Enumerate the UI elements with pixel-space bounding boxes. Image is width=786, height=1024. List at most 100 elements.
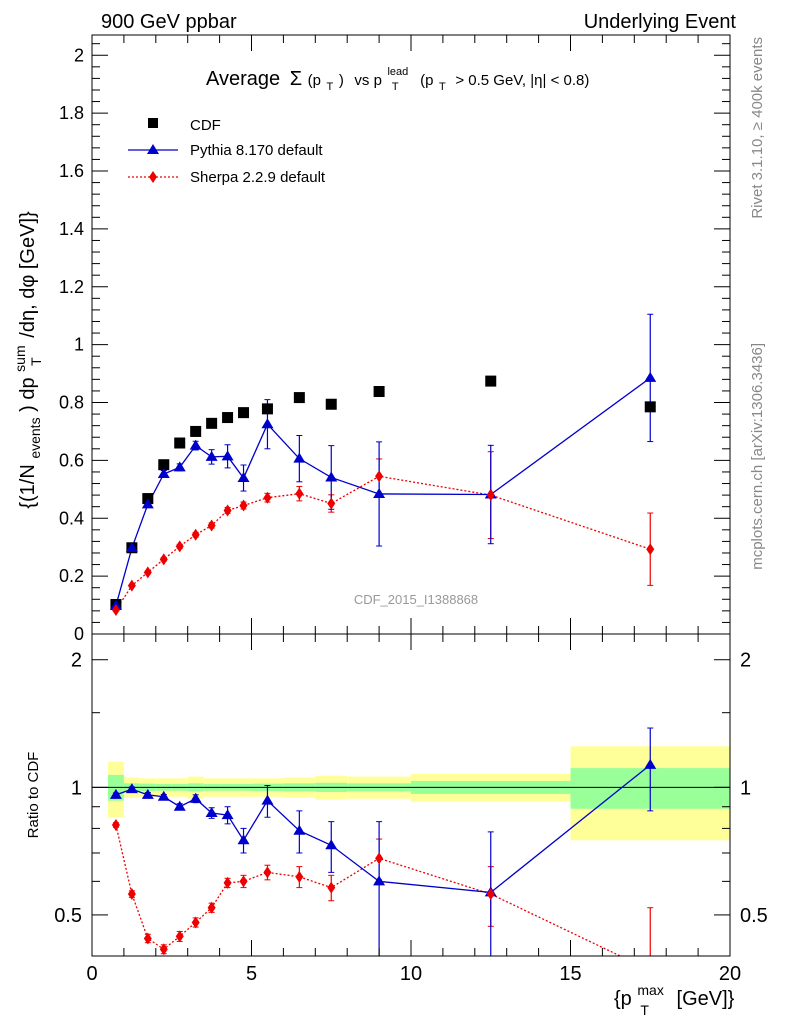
main-sherpa-point <box>646 543 655 556</box>
title-lead-sub: T <box>392 81 399 93</box>
main-series <box>109 313 657 616</box>
ratio-sherpa-point <box>486 888 495 901</box>
main-sherpa-point <box>175 540 184 553</box>
ratio-pythia-point <box>141 788 154 799</box>
ratio-sherpa-point <box>191 916 200 929</box>
ratio-frame <box>91 633 731 957</box>
main-pythia-point <box>189 439 202 450</box>
main-sherpa-point <box>127 579 136 592</box>
ratio-pythia-point <box>325 839 338 850</box>
ylabel-part-a: {(1/N <box>17 464 39 508</box>
main-cdf-point <box>373 386 385 398</box>
title-pt-paren: (p <box>308 72 321 89</box>
ylabel-part-c: /dη, dφ [GeV]} <box>17 211 39 338</box>
main-sherpa-point <box>159 553 168 566</box>
main-pythia-point <box>141 498 154 509</box>
main-pythia-point <box>644 371 657 382</box>
main-cdf-point <box>222 412 234 424</box>
ylabel-t-sub: T <box>28 357 44 366</box>
main-cdf-point <box>190 425 202 437</box>
main-ytick-label: 1.6 <box>59 161 84 181</box>
ratio-pythia-point <box>373 875 386 886</box>
ratio-sherpa-point <box>375 852 384 865</box>
ratio-pythia-point <box>173 800 186 811</box>
ratio-pythia-point <box>221 809 234 820</box>
title-t-sub: T <box>327 81 334 93</box>
ratio-pythia-point <box>125 783 138 794</box>
ratio-pythia-point <box>205 806 218 817</box>
main-sherpa-point <box>375 470 384 483</box>
ylabel-events-sub: events <box>27 417 43 458</box>
title-cuts-a: (p <box>420 72 433 89</box>
main-cdf-point <box>158 459 170 471</box>
ratio-sherpa-point <box>239 875 248 888</box>
title-lead-sup: lead <box>387 66 408 78</box>
main-ytick-label: 0.8 <box>59 393 84 413</box>
ylabel-sum-sup: sum <box>12 345 28 371</box>
main-ytick-label: 0.4 <box>59 508 84 528</box>
main-cdf-point <box>174 437 186 449</box>
ratio-sherpa-point <box>127 888 136 901</box>
legend: CDF Pythia 8.170 default Sherpa 2.2.9 de… <box>128 117 326 186</box>
xlabel-part-a: {p <box>614 988 632 1010</box>
ratio-xtick-label: 10 <box>400 963 422 985</box>
ratio-ytick-label-left: 2 <box>71 650 82 672</box>
main-cdf-point <box>325 398 337 410</box>
ratio-xtick-label: 5 <box>246 963 257 985</box>
ratio-series-group <box>109 727 657 976</box>
main-pythia-point <box>237 472 250 483</box>
header-left: 900 GeV ppbar <box>101 11 237 33</box>
main-pythia-point <box>261 418 274 429</box>
watermark: CDF_2015_I1388868 <box>354 592 478 607</box>
title-sigma: Σ <box>290 68 302 90</box>
main-sherpa-point <box>239 499 248 512</box>
main-pythia-point <box>221 450 234 461</box>
ratio-ytick-label-left: 1 <box>71 777 82 799</box>
mcplots-label: mcplots.cern.ch [arXiv:1306.3436] <box>749 343 766 570</box>
ratio-pythia-point <box>157 790 170 801</box>
main-cdf-point <box>644 401 656 413</box>
ratio-ylabel: Ratio to CDF <box>25 752 42 839</box>
ratio-sherpa-point <box>207 901 216 914</box>
ratio-bands <box>107 746 730 841</box>
ratio-sherpa-point <box>223 876 232 889</box>
main-sherpa-point <box>223 504 232 517</box>
main-cdf-point <box>206 417 218 429</box>
ratio-pythia-point <box>293 824 306 835</box>
title-cuts-b: > 0.5 GeV, |η| < 0.8) <box>455 72 589 89</box>
main-panel: CDF_2015_I1388868 Average Σ (p T ) vs p … <box>8 34 731 644</box>
xlabel-t-sub: T <box>640 1002 649 1018</box>
main-ytick-label: 1.8 <box>59 103 84 123</box>
main-sherpa-point <box>263 491 272 504</box>
ratio-ytick-label-right: 2 <box>740 650 751 672</box>
ratio-sherpa-point <box>175 930 184 943</box>
ratio-sherpa-line <box>115 824 622 956</box>
ratio-sherpa-point <box>646 964 654 976</box>
main-sherpa-point <box>207 519 216 532</box>
main-pythia-point <box>125 542 138 553</box>
main-sherpa-point <box>111 603 120 616</box>
main-pythia-point <box>325 471 338 482</box>
header-right: Underlying Event <box>584 11 737 33</box>
main-frame <box>91 34 731 635</box>
legend-sherpa-marker <box>149 171 157 183</box>
main-cdf-point <box>293 392 305 404</box>
main-pythia-line <box>115 377 651 606</box>
main-ylabel: {(1/N events ) dp sum T /dη, dφ [GeV]} <box>8 211 46 509</box>
ratio-sherpa-point <box>159 943 168 956</box>
title-cuts-sub: T <box>439 81 446 93</box>
legend-cdf-marker <box>148 118 158 128</box>
ratio-sherpa-point <box>111 818 120 831</box>
main-axis-ticks: 0 0.2 0.4 0.6 0.8 1 1.2 1.4 1.6 1.8 2 <box>59 35 731 644</box>
main-cdf-point <box>261 403 273 415</box>
main-pythia-point <box>205 450 218 461</box>
legend-pythia-marker <box>147 144 159 154</box>
rivet-label: Rivet 3.1.10, ≥ 400k events <box>749 37 766 219</box>
main-sherpa-point <box>295 487 304 500</box>
ratio-sherpa-point <box>143 932 152 945</box>
ratio-pythia-point <box>189 792 202 803</box>
main-cdf-point <box>485 375 497 387</box>
main-ytick-label: 0 <box>74 624 84 644</box>
main-ytick-label: 2 <box>74 45 84 65</box>
